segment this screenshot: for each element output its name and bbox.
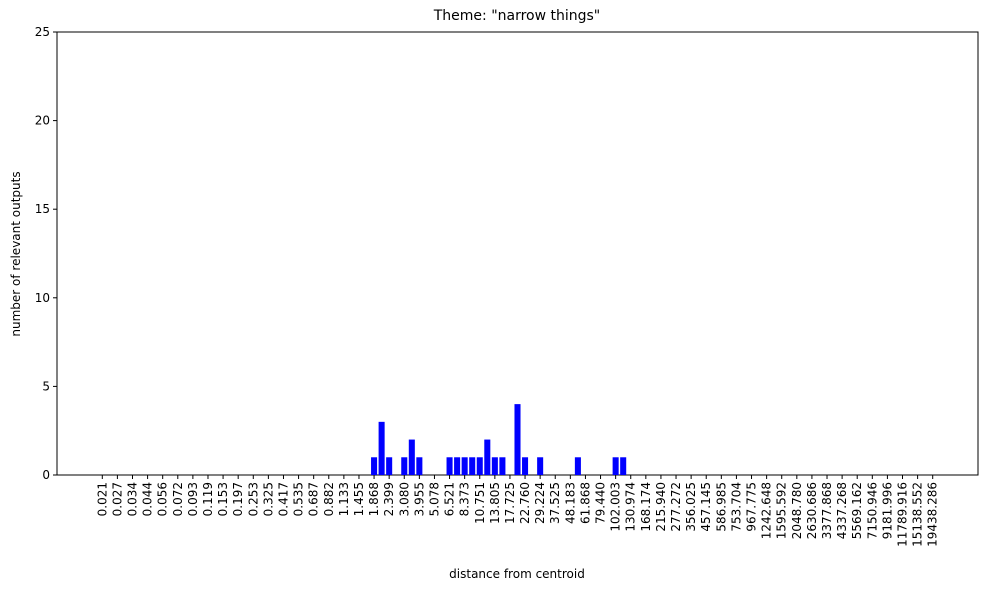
x-tick-label: 19438.286 [926, 482, 940, 547]
bar [574, 457, 581, 475]
bar [476, 457, 483, 475]
x-tick-label: 1.868 [367, 482, 381, 516]
x-tick-label: 22.760 [518, 482, 532, 524]
y-tick-label: 25 [35, 25, 50, 39]
x-tick-label: 0.197 [231, 482, 245, 516]
y-tick-label: 20 [35, 114, 50, 128]
bar [484, 439, 491, 475]
x-tick-label: 3.955 [412, 482, 426, 516]
x-tick-label: 0.093 [186, 482, 200, 516]
x-tick-label: 102.003 [609, 482, 623, 532]
x-tick-label: 1242.648 [760, 482, 774, 539]
x-tick-label: 37.525 [548, 482, 562, 524]
x-tick-label: 1.133 [337, 482, 351, 516]
x-tick-label: 2048.780 [790, 482, 804, 539]
bar [401, 457, 408, 475]
bar [446, 457, 453, 475]
x-axis-label: distance from centroid [449, 567, 585, 581]
bar [469, 457, 476, 475]
x-tick-label: 3377.868 [820, 482, 834, 539]
x-tick-label: 0.021 [95, 482, 109, 516]
x-tick-label: 15138.552 [911, 482, 925, 547]
bar [491, 457, 498, 475]
bar [514, 404, 521, 475]
x-tick-label: 6.521 [443, 482, 457, 516]
x-tick-label: 0.882 [322, 482, 336, 516]
x-tick-label: 0.119 [201, 482, 215, 516]
x-tick-label: 753.704 [729, 482, 743, 532]
x-tick-label: 967.775 [745, 482, 759, 532]
x-tick-label: 0.027 [110, 482, 124, 516]
bar [416, 457, 423, 475]
x-tick-label: 5.078 [427, 482, 441, 516]
x-tick-label: 457.145 [699, 482, 713, 532]
x-tick-label: 0.056 [156, 482, 170, 516]
x-tick-label: 356.025 [684, 482, 698, 532]
x-tick-label: 2.399 [382, 482, 396, 516]
x-tick-label: 168.174 [639, 482, 653, 532]
x-tick-label: 79.440 [594, 482, 608, 524]
x-tick-label: 0.417 [276, 482, 290, 516]
bar [371, 457, 378, 475]
bar [612, 457, 619, 475]
x-tick-label: 277.272 [669, 482, 683, 532]
x-tick-label: 1595.592 [775, 482, 789, 539]
bar [454, 457, 461, 475]
bar [378, 421, 385, 475]
y-tick-label: 15 [35, 202, 50, 216]
y-axis-label: number of relevant outputs [9, 171, 23, 336]
x-tick-label: 10.751 [473, 482, 487, 524]
x-tick-label: 11789.916 [896, 482, 910, 547]
x-tick-label: 0.153 [216, 482, 230, 516]
x-tick-label: 29.224 [533, 482, 547, 524]
x-tick-label: 8.373 [458, 482, 472, 516]
x-tick-label: 5569.162 [850, 482, 864, 539]
bar [408, 439, 415, 475]
x-tick-label: 4337.268 [835, 482, 849, 539]
x-tick-label: 0.253 [246, 482, 260, 516]
chart-title: Theme: "narrow things" [433, 8, 601, 24]
x-tick-label: 17.725 [503, 482, 517, 524]
x-tick-label: 215.940 [654, 482, 668, 532]
x-tick-label: 1.455 [352, 482, 366, 516]
x-tick-label: 3.080 [397, 482, 411, 516]
y-tick-label: 10 [35, 291, 50, 305]
x-tick-label: 9181.996 [880, 482, 894, 539]
bar [386, 457, 393, 475]
y-tick-label: 5 [42, 379, 50, 393]
x-tick-label: 586.985 [714, 482, 728, 532]
x-tick-label: 61.868 [578, 482, 592, 524]
x-tick-label: 0.535 [292, 482, 306, 516]
x-tick-label: 0.687 [307, 482, 321, 516]
x-tick-label: 48.183 [563, 482, 577, 524]
y-tick-label: 0 [42, 468, 50, 482]
x-tick-label: 7150.946 [865, 482, 879, 539]
x-tick-label: 130.974 [624, 482, 638, 532]
bar [537, 457, 544, 475]
x-tick-label: 0.072 [171, 482, 185, 516]
x-tick-label: 2630.686 [805, 482, 819, 539]
bar [499, 457, 506, 475]
x-tick-label: 13.805 [488, 482, 502, 524]
bar [620, 457, 627, 475]
bar [522, 457, 529, 475]
bar [461, 457, 468, 475]
x-tick-label: 0.044 [141, 482, 155, 516]
x-tick-label: 0.325 [261, 482, 275, 516]
x-tick-label: 0.034 [125, 482, 139, 516]
